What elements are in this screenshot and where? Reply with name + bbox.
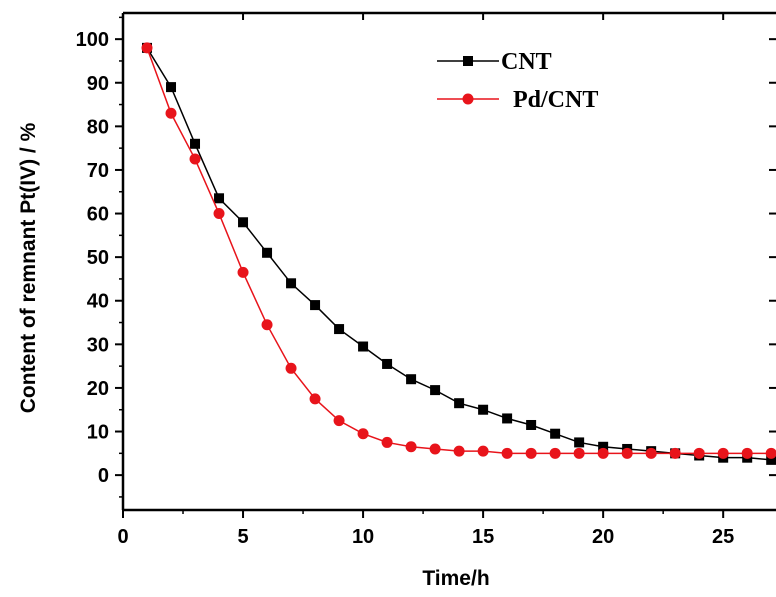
series-line (146, 47, 772, 455)
data-point (334, 324, 345, 335)
data-point (741, 447, 753, 459)
data-point (645, 447, 657, 459)
x-tick-label: 20 (592, 526, 614, 548)
data-point (574, 437, 585, 448)
data-point (597, 447, 609, 459)
legend-item: CNT (437, 49, 552, 75)
data-point (550, 428, 561, 439)
x-tick-label: 25 (712, 526, 734, 548)
data-point (429, 443, 441, 455)
y-tick-label: 80 (87, 116, 109, 138)
data-point (189, 153, 201, 165)
data-point (214, 193, 225, 204)
x-tick-label: 15 (472, 526, 494, 548)
x-axis-title: Time/h (422, 567, 489, 590)
legend-marker (462, 93, 474, 105)
data-point (310, 300, 321, 311)
y-tick-label: 50 (87, 247, 109, 269)
data-point (358, 341, 369, 352)
y-tick-label: 0 (98, 465, 109, 487)
series-cnt (142, 42, 776, 465)
data-point (406, 374, 417, 385)
legend: CNT Pd/CNT (437, 49, 598, 113)
data-point (309, 393, 321, 405)
data-point (621, 447, 633, 459)
data-point (237, 266, 249, 278)
legend-label: Pd/CNT (513, 87, 598, 113)
data-point (430, 385, 441, 396)
data-point (261, 319, 273, 331)
data-point (573, 447, 585, 459)
data-point (166, 82, 177, 93)
data-point (213, 208, 225, 220)
data-point (165, 107, 177, 119)
data-point (357, 428, 369, 440)
data-point (765, 447, 776, 459)
data-point (502, 413, 513, 424)
data-point (405, 441, 417, 453)
data-point (766, 454, 776, 465)
data-point (453, 445, 465, 457)
data-point (382, 358, 393, 369)
data-point (286, 278, 297, 289)
series-line (146, 47, 772, 461)
data-point (598, 441, 609, 452)
data-point (190, 138, 201, 149)
data-point (333, 415, 345, 427)
x-tick-label: 0 (117, 526, 128, 548)
data-point (285, 362, 297, 374)
data-point (141, 42, 153, 54)
y-axis-title: Content of remnant Pt(IV) / % (17, 122, 40, 413)
data-point (501, 447, 513, 459)
data-point (717, 447, 729, 459)
data-point (693, 447, 705, 459)
data-point (526, 419, 537, 430)
series-pd-cnt (141, 42, 776, 459)
data-point (525, 447, 537, 459)
y-tick-label: 30 (87, 334, 109, 356)
data-point (478, 404, 489, 415)
data-point (454, 398, 465, 409)
y-tick-label: 40 (87, 291, 109, 313)
data-point (549, 447, 561, 459)
data-point (262, 247, 273, 258)
x-tick-label: 5 (237, 526, 248, 548)
y-tick-label: 20 (87, 378, 109, 400)
data-point (381, 436, 393, 448)
data-point (669, 447, 681, 459)
legend-marker (463, 56, 473, 66)
legend-item: Pd/CNT (437, 87, 598, 113)
y-tick-label: 100 (76, 29, 109, 51)
data-point (238, 217, 249, 228)
y-tick-label: 10 (87, 422, 109, 444)
data-point (477, 445, 489, 457)
y-tick-label: 60 (87, 204, 109, 226)
legend-label: CNT (501, 49, 552, 75)
y-tick-label: 90 (87, 73, 109, 95)
x-tick-label: 10 (352, 526, 374, 548)
y-tick-label: 70 (87, 160, 109, 182)
